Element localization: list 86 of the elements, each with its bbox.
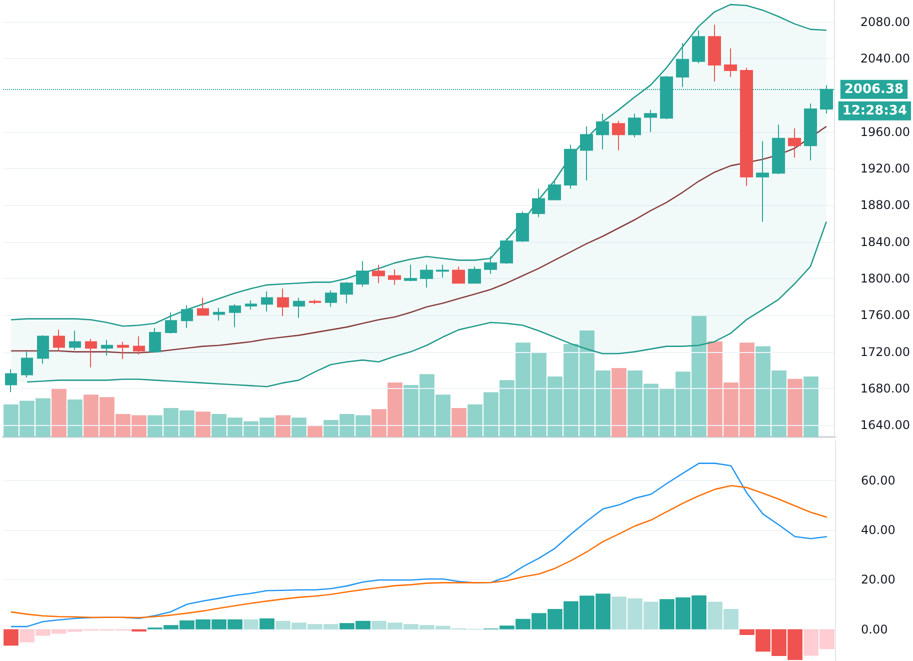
y-tick-label: 0.00 [861,622,888,636]
candlestick [436,264,449,278]
bar [132,629,146,632]
candlestick [356,260,369,288]
y-tick-label: 1920.00 [860,162,910,176]
candlestick [532,188,545,218]
candlestick [21,351,33,378]
bar [308,426,322,437]
candlestick [420,264,433,288]
candlestick [293,297,305,318]
candlestick [229,304,241,328]
candlestick [69,330,81,350]
candlestick [165,312,177,334]
candlestick [213,307,225,322]
bar [52,388,66,437]
candlestick [596,113,609,150]
bar [804,376,818,437]
y-tick-label: 2040.00 [860,52,910,66]
candlestick [772,124,785,175]
candlestick [325,290,337,308]
candlestick [372,264,385,284]
bar [292,418,306,437]
y-tick-label: 1640.00 [860,418,910,432]
candlestick [197,297,209,316]
candlestick [245,300,257,310]
candlestick [644,109,657,132]
candlestick [468,266,481,284]
y-tick-label: 1840.00 [860,234,910,249]
candlestick [612,120,625,151]
candlestick [516,211,529,242]
y-tick-label: 1720.00 [860,344,910,359]
bar [276,415,290,437]
candlestick [404,264,417,282]
candlestick [117,341,129,360]
y-tick-label: 2080.00 [860,14,910,29]
candlestick [261,290,273,312]
candlestick [53,329,65,352]
candlestick [564,144,577,190]
bar [4,629,18,646]
candlestick [708,24,721,82]
candlestick [388,268,401,286]
candlestick [740,67,753,186]
ref-line-label: 2006.38 [844,82,904,97]
candlestick [628,113,641,138]
bar [68,399,82,437]
line-series [10,126,828,354]
candlestick [452,266,465,284]
text: 12:28:34 [842,103,907,118]
bar [612,368,626,437]
candlestick [500,238,513,264]
candlestick [101,339,113,356]
y-tick-label: 1760.00 [860,308,910,322]
candlestick [756,140,769,222]
candlestick [676,42,689,88]
bar [788,378,802,437]
candlestick [788,128,801,158]
candlestick [548,180,561,200]
line-series [10,462,828,628]
line-series [10,4,828,327]
y-tick-label: 40.00 [861,523,896,538]
candlestick [5,368,17,393]
candlestick [580,126,593,181]
candlestick [181,304,193,328]
candlestick [692,30,705,64]
y-tick-label: 60.00 [861,474,896,488]
candlestick [149,327,161,352]
candlestick [309,299,321,305]
candlestick [484,256,497,274]
candlestick [804,103,817,161]
y-tick-label: 1680.00 [860,381,910,396]
candlestick [37,334,49,364]
y-tick-label: 1960.00 [860,124,910,139]
y-tick-label: 1800.00 [860,272,910,286]
bar [196,412,210,437]
bar [452,408,466,437]
candlestick [133,336,145,356]
candlestick [277,288,289,317]
y-tick-label: 20.00 [861,572,896,587]
line-series [26,221,828,388]
bar [260,618,274,630]
candlestick [85,338,97,368]
candlestick [724,48,737,78]
y-tick-label: 1880.00 [860,198,910,212]
line-series [10,484,828,618]
candlestick [340,282,353,304]
bar [244,619,258,630]
